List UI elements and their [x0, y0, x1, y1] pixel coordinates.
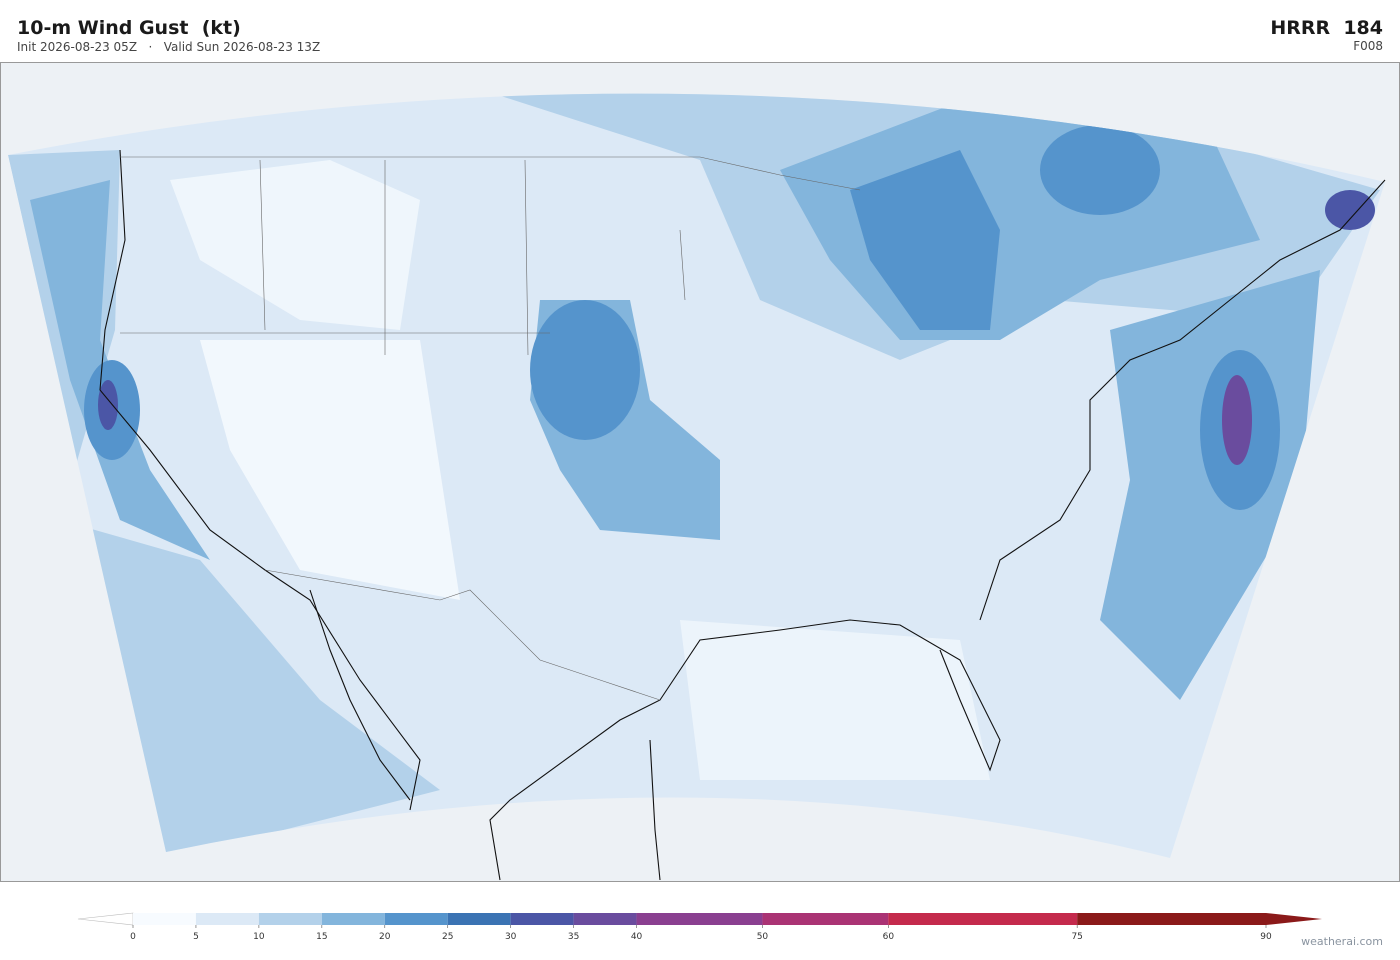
subtitle: Init 2026-08-23 05Z · Valid Sun 2026-08-… [17, 40, 320, 54]
maritimes-max [1325, 190, 1375, 230]
gulf-field [680, 620, 990, 780]
colorbar-tick-label: 50 [757, 932, 769, 942]
colorbar-tick-label: 0 [130, 932, 136, 942]
atlantic-core [1222, 375, 1252, 465]
mountain-west [170, 160, 420, 330]
great-lakes-max [850, 150, 1000, 330]
borders [120, 156, 861, 701]
gust-field [8, 93, 1380, 859]
colorbar-segment [762, 913, 889, 925]
colorbar: 0 5 10 15 20 25 30 35 40 50 60 75 90 [77, 912, 1322, 942]
map [0, 62, 1400, 882]
colorbar-tick-label: 5 [193, 932, 199, 942]
colorbar-tick-label: 25 [442, 932, 453, 942]
coastlines [99, 149, 1386, 881]
colorbar-segment [510, 913, 574, 925]
pacific-band [30, 180, 210, 560]
colorbar-segment [1077, 913, 1266, 925]
colorbar-tick-label: 15 [316, 932, 327, 942]
colorbar-segment [888, 913, 1078, 925]
colorbar-segment [258, 913, 322, 925]
colorbar-segment [195, 913, 259, 925]
watermark: weatherai.com [1301, 935, 1383, 948]
colorbar-tick-label: 75 [1071, 932, 1082, 942]
colorbar-segment [636, 913, 763, 925]
california-max [98, 380, 118, 430]
colorbar-segment [447, 913, 511, 925]
plains-max [530, 300, 640, 440]
colorbar-tick-label: 40 [631, 932, 643, 942]
colorbar-under [77, 912, 134, 926]
colorbar-tick-label: 10 [253, 932, 265, 942]
quebec-max [1040, 125, 1160, 215]
colorbar-tick-label: 20 [379, 932, 391, 942]
model-label: HRRR 184 [1270, 17, 1383, 39]
forecast-hour: F008 [1353, 39, 1383, 53]
colorbar-tick-label: 35 [568, 932, 579, 942]
colorbar-segment [321, 913, 385, 925]
great-basin [200, 340, 460, 600]
colorbar-segment [573, 913, 637, 925]
colorbar-tick-label: 30 [505, 932, 517, 942]
title: 10-m Wind Gust (kt) [17, 17, 241, 39]
colorbar-segment [133, 913, 196, 925]
colorbar-tick-label: 60 [883, 932, 895, 942]
colorbar-over [1266, 913, 1322, 925]
colorbar-segment [384, 913, 448, 925]
colorbar-tick-label: 90 [1260, 932, 1272, 942]
